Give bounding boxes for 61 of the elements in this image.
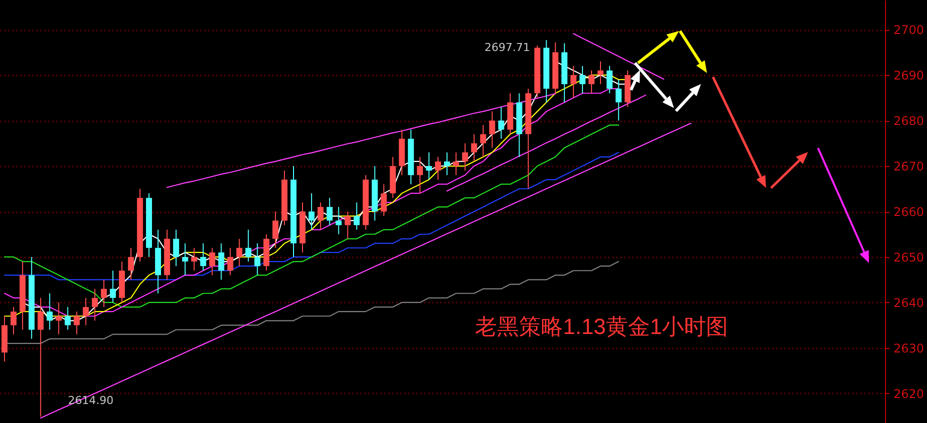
y-tick-label: 2680 (894, 114, 924, 128)
candlestick (308, 192, 315, 230)
y-tick-label: 2650 (894, 250, 924, 264)
candlestick (434, 156, 441, 180)
candlestick (480, 124, 486, 158)
candlestick (128, 247, 134, 280)
candlestick (182, 242, 188, 276)
line-series (4, 152, 620, 280)
candlestick (498, 106, 504, 140)
line-series (446, 94, 646, 192)
candlestick (489, 110, 496, 148)
candlestick (82, 297, 89, 326)
line-series (572, 33, 664, 80)
candlestick (318, 202, 324, 230)
candlestick (200, 242, 206, 272)
candlestick (64, 306, 71, 330)
candlestick (471, 134, 478, 162)
y-tick-label: 2670 (894, 160, 924, 174)
y-tick-label: 2700 (894, 23, 924, 38)
candlestick (272, 211, 278, 248)
y-tick-label: 2620 (894, 386, 924, 401)
candlestick (227, 247, 234, 276)
candlestick (173, 229, 180, 267)
candlestick (616, 79, 622, 122)
candlestick (588, 70, 595, 94)
candlestick (110, 270, 116, 303)
annotation: 老黑策略1.13黄金1小时图 (475, 314, 728, 339)
candlestick (92, 288, 98, 322)
candlestick (453, 152, 460, 176)
candlestick (344, 211, 351, 240)
candlestick (354, 202, 360, 230)
candlestick (426, 152, 432, 180)
candlestick (579, 65, 586, 94)
y-tick-label: 2660 (894, 205, 924, 219)
candlestick (380, 184, 387, 217)
candlestick (56, 302, 62, 335)
y-tick-label: 2630 (894, 341, 924, 356)
candlestick (100, 279, 107, 308)
candlestick (598, 60, 604, 85)
candlestick (245, 229, 252, 262)
y-tick-label: 2690 (894, 68, 924, 83)
candlestick (218, 242, 224, 280)
candlestick (336, 206, 342, 235)
candlestick (10, 306, 17, 335)
line-series (4, 124, 620, 308)
candlestick (74, 311, 80, 335)
candlestick (46, 292, 53, 330)
candlestick (606, 65, 613, 94)
candlestick (254, 242, 260, 276)
y-tick-label: 2640 (894, 296, 924, 310)
candlestick (570, 65, 576, 98)
line-series (166, 93, 556, 188)
candlestick (444, 152, 450, 176)
candlestick (416, 156, 423, 194)
candlestick (326, 197, 333, 226)
candlestick (191, 247, 198, 272)
annotation: 2697.71 (484, 41, 530, 54)
candlestick (209, 247, 216, 276)
candlestick (236, 238, 242, 267)
candlestick (462, 142, 468, 172)
candlestick (38, 297, 44, 418)
